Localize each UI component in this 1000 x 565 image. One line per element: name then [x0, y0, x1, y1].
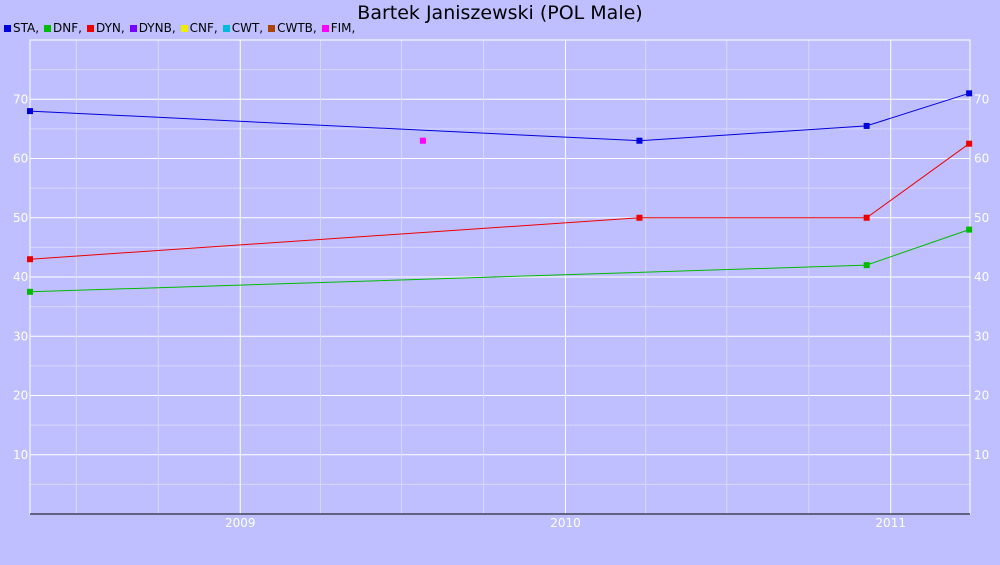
legend-swatch — [44, 24, 52, 32]
legend-swatch — [222, 24, 230, 32]
y-tick-label-right: 30 — [974, 329, 989, 343]
data-point-sta — [27, 108, 33, 115]
legend-swatch — [268, 24, 276, 32]
y-tick-label-right: 70 — [974, 92, 989, 106]
legend-label: FIM, — [330, 21, 356, 35]
legend-item-dyn: DYN, — [86, 21, 125, 35]
y-tick-label-right: 60 — [974, 152, 989, 166]
x-tick-label: 2009 — [225, 516, 256, 530]
legend: STA, DNF, DYN, DYNB, CNF, CWT, CWTB, FIM, — [4, 21, 360, 35]
y-tick-label-left: 60 — [13, 152, 28, 166]
y-tick-label-right: 50 — [974, 211, 989, 225]
legend-item-dynb: DYNB, — [129, 21, 176, 35]
legend-swatch — [180, 24, 188, 32]
legend-item-sta: STA, — [4, 21, 39, 35]
legend-label: STA, — [13, 21, 40, 35]
legend-label: CNF, — [189, 21, 218, 35]
legend-swatch — [86, 24, 94, 32]
y-tick-label-right: 10 — [974, 448, 989, 462]
legend-label: DYNB, — [138, 21, 176, 35]
data-point-dyn — [966, 140, 973, 147]
legend-item-dnf: DNF, — [44, 21, 82, 35]
legend-label: DNF, — [53, 21, 82, 35]
series-line-dyn — [29, 143, 970, 260]
legend-label: CWTB, — [277, 21, 317, 35]
y-tick-label-left: 30 — [13, 329, 28, 343]
data-point-sta — [636, 137, 643, 144]
y-tick-label-left: 10 — [13, 448, 28, 462]
legend-label: DYN, — [95, 21, 125, 35]
x-tick-label: 2011 — [875, 516, 906, 530]
series-line-dnf — [29, 229, 970, 293]
y-tick-label-right: 40 — [974, 270, 989, 284]
data-point-sta — [966, 90, 973, 97]
legend-swatch — [321, 24, 329, 32]
y-tick-label-left: 50 — [13, 211, 28, 225]
legend-item-cwt: CWT, — [222, 21, 264, 35]
data-point-dyn — [27, 256, 33, 263]
y-tick-label-left: 70 — [13, 92, 28, 106]
y-tick-label-left: 40 — [13, 270, 28, 284]
data-point-dyn — [863, 214, 870, 221]
data-point-fim — [419, 137, 426, 144]
data-point-dnf — [966, 226, 973, 233]
chart-title: Bartek Janiszewski (POL Male) — [357, 2, 643, 24]
legend-item-cwtb: CWTB, — [268, 21, 317, 35]
x-tick-label: 2010 — [550, 516, 581, 530]
data-point-sta — [863, 122, 870, 129]
y-tick-label-left: 20 — [13, 389, 28, 403]
series-line-sta — [29, 92, 970, 142]
data-point-dnf — [27, 288, 33, 295]
data-point-dnf — [863, 262, 870, 269]
data-point-dyn — [636, 214, 643, 221]
legend-label: CWT, — [231, 21, 264, 35]
legend-swatch — [129, 24, 137, 32]
y-tick-label-right: 20 — [974, 389, 989, 403]
legend-item-fim: FIM, — [321, 21, 356, 35]
legend-item-cnf: CNF, — [180, 21, 218, 35]
legend-swatch — [4, 24, 11, 32]
